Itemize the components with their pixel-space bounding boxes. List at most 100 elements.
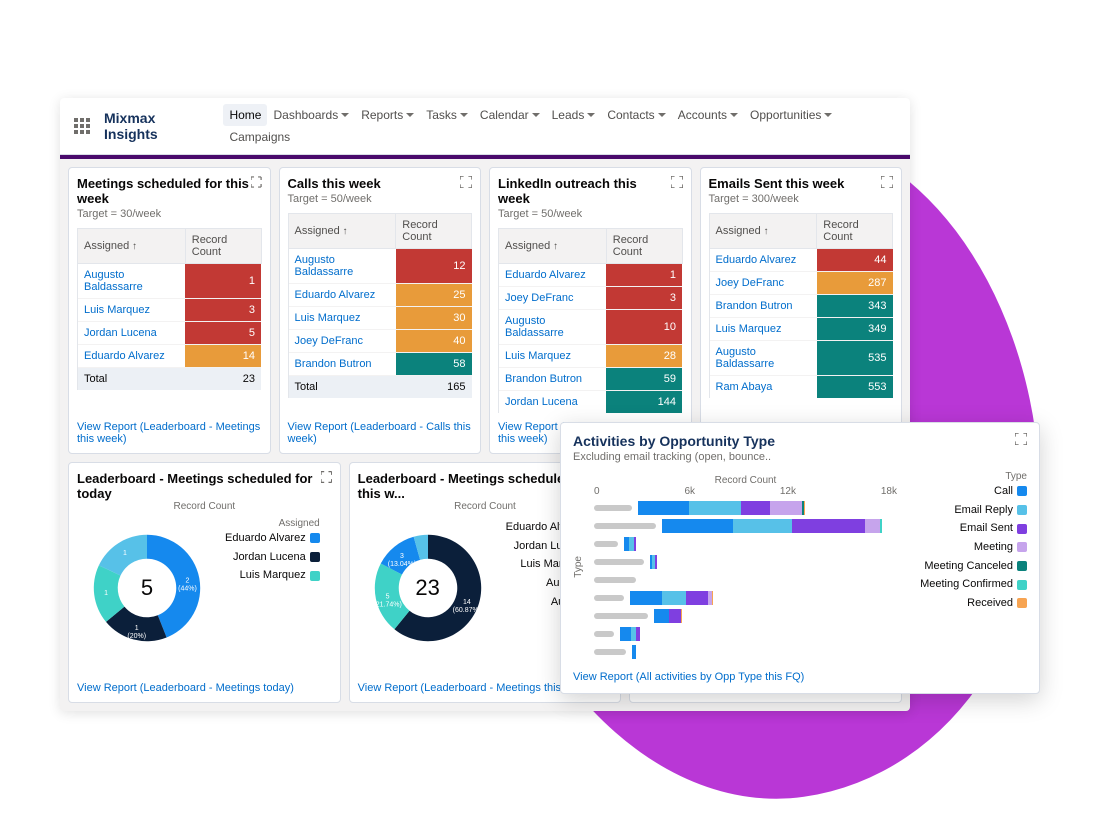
col-record-count[interactable]: Record Count (396, 214, 472, 249)
card-target: Target = 50/week (498, 208, 671, 220)
chevron-down-icon[interactable] (406, 113, 414, 117)
view-report-link[interactable]: View Report (Leaderboard - Meetings toda… (77, 674, 332, 694)
table-row[interactable]: Joey DeFranc3 (499, 287, 683, 310)
expand-icon[interactable] (321, 471, 332, 483)
record-count: 25 (396, 284, 472, 307)
nav-tab-contacts[interactable]: Contacts (601, 104, 671, 126)
table-row[interactable]: Brandon Butron59 (499, 368, 683, 391)
card-title: Meetings scheduled for this week (77, 176, 251, 206)
table-row[interactable]: Ram Abaya553 (709, 376, 893, 399)
legend-item: Email Sent (907, 519, 1027, 538)
chevron-down-icon[interactable] (532, 113, 540, 117)
table-row[interactable]: Augusto Baldassarre1 (78, 264, 262, 299)
table-row[interactable]: Jordan Lucena5 (78, 322, 262, 345)
view-report-link[interactable]: View Report (Leaderboard - Meetings this… (77, 413, 262, 445)
assigned-name[interactable]: Augusto Baldassarre (499, 310, 607, 345)
legend-item: Email Reply (907, 501, 1027, 520)
chevron-down-icon[interactable] (730, 113, 738, 117)
chevron-down-icon[interactable] (341, 113, 349, 117)
assigned-name[interactable]: Joey DeFranc (709, 272, 817, 295)
col-assigned[interactable]: Assigned (709, 214, 817, 249)
assigned-name[interactable]: Brandon Butron (499, 368, 607, 391)
record-count: 1 (606, 264, 682, 287)
view-report-link[interactable]: View Report (All activities by Opp Type … (573, 663, 1027, 683)
col-assigned[interactable]: Assigned (78, 229, 186, 264)
table-row[interactable]: Eduardo Alvarez25 (288, 284, 472, 307)
assigned-name[interactable]: Brandon Butron (288, 353, 396, 376)
legend-item: Eduardo Alvarez (225, 529, 320, 548)
nav-tab-campaigns[interactable]: Campaigns (223, 126, 296, 148)
table-row[interactable]: Luis Marquez3 (78, 299, 262, 322)
record-count: 30 (396, 307, 472, 330)
app-launcher-icon[interactable] (68, 114, 96, 138)
bar-segment (712, 591, 713, 605)
assigned-name[interactable]: Eduardo Alvarez (499, 264, 607, 287)
table-row[interactable]: Eduardo Alvarez44 (709, 249, 893, 272)
assigned-name[interactable]: Joey DeFranc (288, 330, 396, 353)
assigned-name[interactable]: Joey DeFranc (499, 287, 607, 310)
nav-tab-home[interactable]: Home (223, 104, 267, 126)
table-row[interactable]: Eduardo Alvarez1 (499, 264, 683, 287)
assigned-name[interactable]: Luis Marquez (288, 307, 396, 330)
table-row[interactable]: Luis Marquez30 (288, 307, 472, 330)
nav-tab-reports[interactable]: Reports (355, 104, 420, 126)
assigned-name[interactable]: Augusto Baldassarre (709, 341, 817, 376)
col-assigned[interactable]: Assigned (499, 229, 607, 264)
assigned-name[interactable]: Eduardo Alvarez (78, 345, 186, 368)
view-report-link[interactable]: View Report (Leaderboard - Calls this we… (288, 413, 473, 445)
expand-icon[interactable] (671, 176, 683, 188)
nav-tab-accounts[interactable]: Accounts (672, 104, 744, 126)
bar-row (594, 573, 897, 587)
table-row[interactable]: Luis Marquez349 (709, 318, 893, 341)
table-row[interactable]: Joey DeFranc287 (709, 272, 893, 295)
assigned-name[interactable]: Jordan Lucena (78, 322, 186, 345)
nav-tab-calendar[interactable]: Calendar (474, 104, 546, 126)
assigned-name[interactable]: Eduardo Alvarez (709, 249, 817, 272)
table-row[interactable]: Augusto Baldassarre535 (709, 341, 893, 376)
expand-icon[interactable] (1015, 433, 1027, 445)
table-row[interactable]: Brandon Butron343 (709, 295, 893, 318)
nav-tab-label: Dashboards (273, 108, 338, 122)
chevron-down-icon[interactable] (587, 113, 595, 117)
assigned-name[interactable]: Brandon Butron (709, 295, 817, 318)
expand-icon[interactable] (251, 176, 261, 188)
col-assigned[interactable]: Assigned (288, 214, 396, 249)
nav-tab-tasks[interactable]: Tasks (420, 104, 474, 126)
assigned-name[interactable]: Jordan Lucena (499, 391, 607, 414)
assigned-name[interactable]: Luis Marquez (78, 299, 186, 322)
chevron-down-icon[interactable] (824, 113, 832, 117)
table-row[interactable]: Jordan Lucena144 (499, 391, 683, 414)
assigned-name[interactable]: Augusto Baldassarre (288, 249, 396, 284)
nav-tab-opportunities[interactable]: Opportunities (744, 104, 838, 126)
legend-label: Meeting Confirmed (920, 575, 1013, 594)
bar-segment (654, 609, 669, 623)
expand-icon[interactable] (881, 176, 893, 188)
table-row[interactable]: Brandon Butron58 (288, 353, 472, 376)
legend-label: Received (967, 594, 1013, 613)
assigned-name[interactable]: Ram Abaya (709, 376, 817, 399)
legend-swatch (310, 533, 320, 543)
legend-label: Call (994, 482, 1013, 501)
bar-row (594, 555, 897, 569)
nav-tab-dashboards[interactable]: Dashboards (267, 104, 355, 126)
table-row[interactable]: Luis Marquez28 (499, 345, 683, 368)
assigned-name[interactable]: Eduardo Alvarez (288, 284, 396, 307)
col-record-count[interactable]: Record Count (606, 229, 682, 264)
table-row[interactable]: Joey DeFranc40 (288, 330, 472, 353)
bar-segment (630, 591, 662, 605)
card-title: LinkedIn outreach this week (498, 176, 671, 206)
expand-icon[interactable] (460, 176, 472, 188)
assigned-name[interactable]: Luis Marquez (709, 318, 817, 341)
legend-item: Meeting (907, 538, 1027, 557)
chevron-down-icon[interactable] (658, 113, 666, 117)
chevron-down-icon[interactable] (460, 113, 468, 117)
col-record-count[interactable]: Record Count (185, 229, 261, 264)
nav-tab-leads[interactable]: Leads (546, 104, 602, 126)
table-row[interactable]: Augusto Baldassarre10 (499, 310, 683, 345)
bar-segment (636, 627, 640, 641)
table-row[interactable]: Augusto Baldassarre12 (288, 249, 472, 284)
table-row[interactable]: Eduardo Alvarez14 (78, 345, 262, 368)
assigned-name[interactable]: Augusto Baldassarre (78, 264, 186, 299)
col-record-count[interactable]: Record Count (817, 214, 893, 249)
assigned-name[interactable]: Luis Marquez (499, 345, 607, 368)
